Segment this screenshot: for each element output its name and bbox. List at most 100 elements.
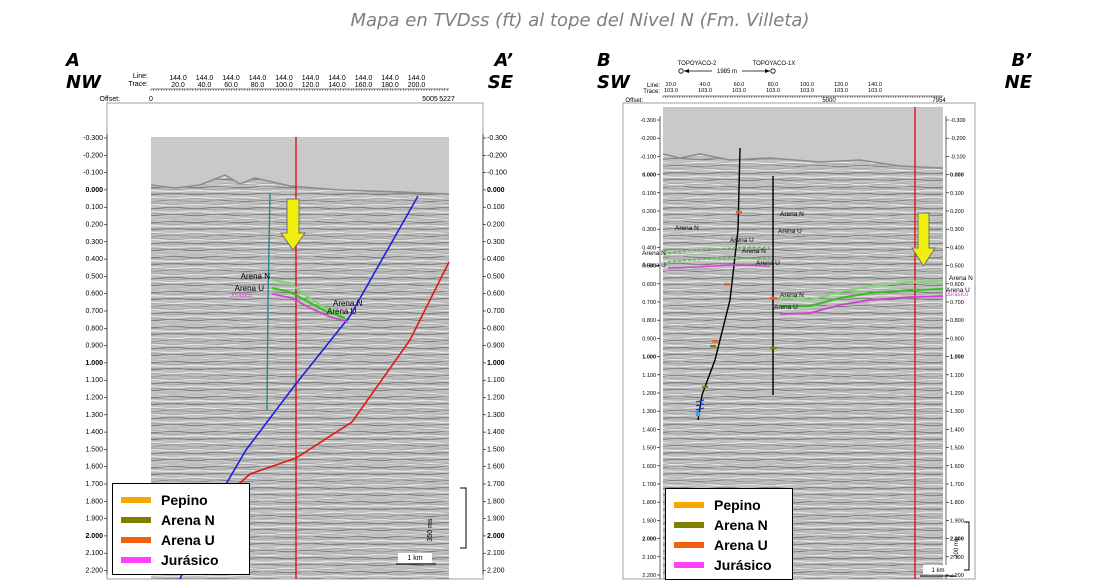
depth-tick-label: 0.400 bbox=[487, 256, 505, 263]
left-trace-header: 144.020.0144.040.0144.060.0144.080.0144.… bbox=[169, 75, 425, 89]
left-blank-top bbox=[151, 137, 449, 194]
depth-tick-label: 2.100 bbox=[85, 550, 103, 557]
well-log-ticks bbox=[695, 399, 705, 411]
depth-tick-label: 1.300 bbox=[950, 409, 964, 415]
depth-tick-label: 0.800 bbox=[642, 318, 656, 324]
header-trace-value: 103.0 bbox=[800, 88, 814, 94]
left-horizon-label: Arena N bbox=[241, 272, 271, 281]
depth-tick-label: -0.100 bbox=[487, 170, 507, 177]
depth-tick-label: 0.100 bbox=[85, 204, 103, 211]
depth-tick-label: 0.100 bbox=[487, 204, 505, 211]
depth-tick-label: 1.400 bbox=[950, 427, 964, 433]
well-trajectory-topoyaco-2 bbox=[697, 147, 741, 421]
header-trace-value: 100.0 bbox=[275, 82, 293, 89]
depth-tick-label: 0.900 bbox=[950, 336, 964, 342]
depth-tick-label: 1.400 bbox=[642, 427, 656, 433]
legend-swatch bbox=[121, 557, 151, 563]
legend-swatch bbox=[674, 522, 704, 528]
legend-label: Jurásico bbox=[161, 552, 219, 568]
depth-tick-label: 1.800 bbox=[642, 500, 656, 506]
header-trace-value: 180.0 bbox=[381, 82, 399, 89]
section-start-direction: NW bbox=[66, 72, 101, 93]
depth-tick-label: 0.900 bbox=[85, 343, 103, 350]
left-fault-red bbox=[220, 261, 450, 501]
well-distance-label: 1985 m bbox=[717, 69, 737, 75]
header-trace-value: 103.0 bbox=[834, 88, 848, 94]
depth-tick-label: 1.500 bbox=[487, 446, 505, 453]
depth-tick-label: 0.200 bbox=[487, 222, 505, 229]
depth-tick-label: -0.300 bbox=[950, 118, 966, 124]
depth-tick-label: 1.700 bbox=[487, 481, 505, 488]
left-trace-label: Trace: bbox=[128, 81, 148, 88]
left-well-trajectory bbox=[266, 192, 271, 411]
right-horizon-jurasico-left bbox=[667, 264, 771, 269]
depth-tick-label: 0.600 bbox=[487, 291, 505, 298]
left-depth-axis-right: -0.300 -0.200 -0.100 0.000 0.100 0.200 0.300 0.… bbox=[482, 134, 507, 575]
depth-tick-label: 0.500 bbox=[487, 273, 505, 280]
depth-tick-label: 2.000 bbox=[642, 537, 656, 543]
right-horizon-label: Arena U bbox=[642, 262, 666, 269]
well-marker bbox=[710, 345, 716, 347]
right-offset-end: 7954 bbox=[932, 98, 946, 104]
right-horizon-label: Arena U bbox=[946, 287, 970, 294]
depth-tick-label: 1.900 bbox=[487, 516, 505, 523]
right-horizon-label: Arena N bbox=[780, 211, 804, 218]
depth-tick-label: -0.200 bbox=[640, 136, 656, 142]
right-horizon-arena-u-left bbox=[667, 257, 770, 263]
right-horizon-label: Arena U bbox=[778, 228, 802, 235]
depth-tick-label: 2.100 bbox=[487, 550, 505, 557]
header-line-value: 144.0 bbox=[408, 75, 426, 82]
depth-tick-label: 2.100 bbox=[642, 555, 656, 561]
right-offset-label: Offset: bbox=[625, 98, 643, 104]
legend-swatch bbox=[121, 497, 151, 503]
depth-tick-label: 0.500 bbox=[950, 264, 964, 270]
section-start-label: B bbox=[597, 50, 611, 71]
depth-tick-label: 2.200 bbox=[487, 568, 505, 575]
left-offset-mid: 5005 bbox=[422, 96, 438, 103]
header-line-value: 144.0 bbox=[275, 75, 293, 82]
depth-tick-label: 0.600 bbox=[642, 282, 656, 288]
right-horizon-arena-u bbox=[780, 288, 944, 307]
depth-tick-label: 1.600 bbox=[85, 464, 103, 471]
depth-tick-label: 2.200 bbox=[950, 573, 964, 579]
legend-item: Arena U bbox=[121, 530, 241, 550]
page-title: Mapa en TVDss (ft) al tope del Nivel N (… bbox=[350, 10, 810, 31]
right-horizon-label: Arena N bbox=[675, 225, 699, 232]
depth-tick-label: 1.100 bbox=[642, 373, 656, 379]
depth-tick-label: 1.500 bbox=[950, 446, 964, 452]
depth-tick-label: 1.300 bbox=[642, 409, 656, 415]
well-symbol-right-icon bbox=[770, 68, 776, 74]
section-start-direction: SW bbox=[597, 72, 630, 93]
legend-item: Pepino bbox=[121, 490, 241, 510]
right-horizon-jurasico bbox=[779, 295, 944, 315]
depth-tick-label: -0.300 bbox=[640, 118, 656, 124]
depth-tick-label: 0.900 bbox=[642, 336, 656, 342]
depth-tick-label: 0.800 bbox=[950, 318, 964, 324]
right-horizon-arena-n-left bbox=[667, 246, 771, 254]
left-horizon-label: Jurásico bbox=[230, 293, 253, 299]
header-trace-value: 103.0 bbox=[868, 88, 882, 94]
depth-tick-label: 1.900 bbox=[642, 518, 656, 524]
depth-tick-label: -0.300 bbox=[83, 135, 103, 142]
depth-tick-label: 0.000 bbox=[642, 173, 656, 179]
legend-item: Jurásico bbox=[674, 555, 784, 575]
depth-tick-label: 0.900 bbox=[487, 343, 505, 350]
depth-tick-label: -0.100 bbox=[83, 170, 103, 177]
depth-tick-label: 1.100 bbox=[950, 373, 964, 379]
right-depth-axis-right: -0.300 -0.200 -0.100 0.000 0.100 0.200 0.300 0.… bbox=[945, 116, 966, 579]
left-offset-end: 5227 bbox=[439, 96, 455, 103]
well-marker bbox=[736, 211, 742, 214]
left-horizon-label: Arena U bbox=[235, 284, 265, 293]
right-horizontal-scale-label: 1 km bbox=[931, 568, 944, 574]
left-line-label: Line: bbox=[133, 73, 148, 80]
well-marker bbox=[724, 283, 730, 286]
depth-tick-label: 0.100 bbox=[950, 191, 964, 197]
right-trace-label: Trace: bbox=[643, 89, 660, 95]
depth-tick-label: 0.300 bbox=[85, 239, 103, 246]
legend-left: Pepino Arena N Arena U Jurásico bbox=[112, 483, 250, 575]
depth-tick-label: 1.300 bbox=[487, 412, 505, 419]
depth-tick-label: 0.000 bbox=[487, 187, 505, 194]
depth-tick-label: 0.800 bbox=[487, 325, 505, 332]
depth-tick-label: 1.100 bbox=[487, 377, 505, 384]
well-name-left: TOPOYACO-2 bbox=[678, 61, 717, 67]
